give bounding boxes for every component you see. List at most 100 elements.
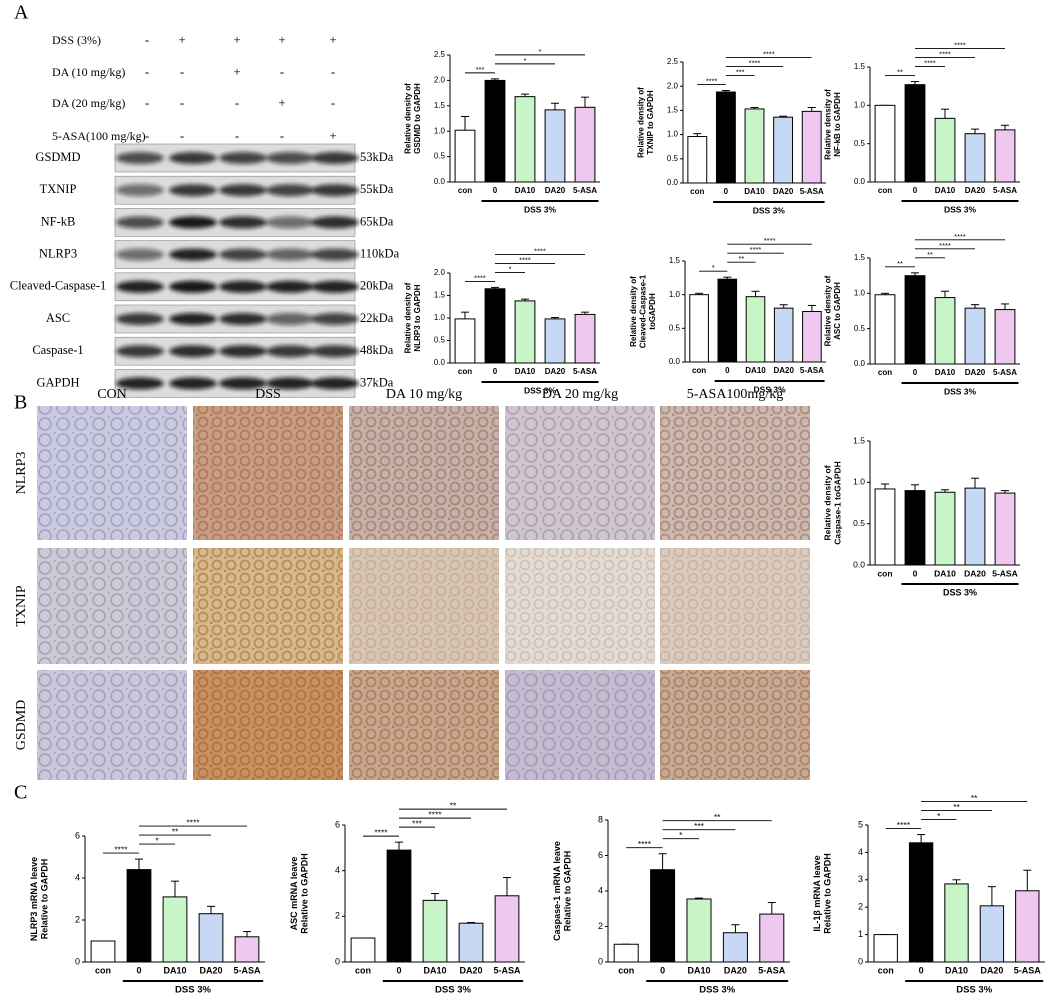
bar xyxy=(964,133,986,183)
significance-label: *** xyxy=(736,68,745,77)
blot-band xyxy=(116,216,164,229)
bar xyxy=(544,109,566,183)
significance-label: **** xyxy=(764,236,776,245)
significance-label: ** xyxy=(897,259,903,268)
y-tick-label: 1.0 xyxy=(434,126,446,135)
protein-size: 53kDa xyxy=(360,150,394,164)
significance-label: ** xyxy=(927,250,933,259)
ihc-column-label: DA 20 mg/kg xyxy=(542,387,618,402)
blot-band xyxy=(311,248,359,261)
group-label: DSS 3% xyxy=(944,386,977,396)
y-tick-label: 0 xyxy=(858,956,863,966)
protein-size: 20kDa xyxy=(360,279,394,293)
protein-size: 22kDa xyxy=(360,311,394,325)
y-tick-label: 0 xyxy=(75,956,80,966)
blot-band xyxy=(219,152,267,164)
y-tick-label: 0.0 xyxy=(854,177,866,186)
x-tick-label: DA10 xyxy=(935,186,956,195)
bar xyxy=(234,936,260,963)
y-axis-label: Relative density of xyxy=(824,275,833,346)
protein-label: ASC xyxy=(46,311,70,325)
x-tick-label: DA10 xyxy=(745,366,766,375)
ihc-texture xyxy=(660,548,810,664)
treatment-sign: + xyxy=(329,32,336,47)
y-tick-label: 1 xyxy=(858,929,863,939)
protein-label: TXNIP xyxy=(40,182,77,196)
bar xyxy=(773,116,794,184)
x-tick-label: con xyxy=(692,366,706,375)
bar xyxy=(934,297,956,365)
x-tick-label: con xyxy=(878,965,894,975)
ihc-texture xyxy=(37,548,187,664)
bar xyxy=(613,943,639,963)
group-label: DSS 3% xyxy=(699,985,735,996)
bar xyxy=(964,487,986,566)
treatment-sign: - xyxy=(145,95,149,110)
ihc-column-label: DSS xyxy=(255,387,281,402)
y-tick-label: 0.5 xyxy=(854,139,866,148)
ihc-row-label: NLRP3 xyxy=(14,452,29,495)
bar xyxy=(514,300,536,364)
bar-chart: 0.0 0.5 1.0 1.5 2.0 con 0 DA10 DA20 5-ASA DSS 3% Re… xyxy=(404,246,600,395)
x-tick-label: DA20 xyxy=(965,368,986,377)
x-tick-label: DA20 xyxy=(964,568,986,578)
y-tick-label: 1.0 xyxy=(434,313,446,322)
bar xyxy=(904,84,926,183)
x-tick-label: DA20 xyxy=(199,965,222,975)
x-tick-label: DA10 xyxy=(423,965,446,975)
bar xyxy=(715,91,736,184)
ihc-texture xyxy=(37,670,187,780)
y-tick-label: 0.0 xyxy=(434,177,446,186)
x-tick-label: DA20 xyxy=(545,186,566,195)
y-tick-label: 6 xyxy=(75,830,80,840)
significance-label: ** xyxy=(714,812,721,822)
blot-band xyxy=(169,184,217,197)
treatment-sign: + xyxy=(278,95,285,110)
ihc-texture xyxy=(349,406,499,540)
y-tick-label: 0.0 xyxy=(853,559,865,569)
ihc-row-label: TXNIP xyxy=(14,585,29,626)
blot-band xyxy=(169,280,217,293)
y-axis-label: Relative to GAPDH xyxy=(562,851,572,932)
blot-band xyxy=(169,345,217,358)
significance-label: * xyxy=(524,56,527,65)
y-tick-label: 1.5 xyxy=(669,256,681,265)
protein-label: GAPDH xyxy=(36,375,79,389)
x-tick-label: 0 xyxy=(724,187,729,196)
bar xyxy=(873,934,898,963)
y-axis-label: Relative to GAPDH xyxy=(299,853,309,934)
y-axis-label: Caspase-1 toGAPDH xyxy=(832,461,842,545)
protein-label: NF-kB xyxy=(41,214,76,228)
x-tick-label: 5-ASA xyxy=(573,367,597,376)
y-tick-label: 0.0 xyxy=(667,178,679,187)
bar-chart: 0 2 4 6 8 con 0 DA10 DA20 5-ASA DSS 3% Caspase-1 mR… xyxy=(552,812,790,996)
y-tick-label: 0.5 xyxy=(854,324,866,333)
blot-band xyxy=(219,184,267,197)
y-axis-label: Cleaved-Caspase-1 xyxy=(639,274,648,348)
blot-band xyxy=(116,345,164,358)
y-tick-label: 4 xyxy=(335,865,340,875)
bar xyxy=(484,79,506,183)
bar xyxy=(458,922,484,963)
blot-band xyxy=(311,152,359,164)
protein-size: 48kDa xyxy=(360,343,394,357)
y-tick-label: 1.0 xyxy=(853,477,865,487)
ihc-texture xyxy=(349,670,499,780)
bar xyxy=(686,898,712,963)
bar xyxy=(904,490,926,566)
group-label: DSS 3% xyxy=(524,204,557,214)
x-tick-label: 5-ASA xyxy=(800,187,824,196)
protein-label: Caspase-1 xyxy=(32,343,83,357)
y-tick-label: 0.5 xyxy=(434,336,446,345)
y-axis-label: TXNIP to GAPDH xyxy=(646,90,655,155)
protein-label: NLRP3 xyxy=(39,246,77,260)
bar xyxy=(773,307,794,363)
significance-label: ** xyxy=(897,68,903,77)
bar-chart: 0.0 0.5 1.0 1.5 con 0 DA10 DA20 5-ASA DSS 3% Relat… xyxy=(822,435,1020,597)
bar xyxy=(90,940,116,963)
treatment-sign: - xyxy=(145,64,149,79)
y-tick-label: 6 xyxy=(598,850,603,860)
y-tick-label: 6 xyxy=(335,819,340,829)
bar-chart: 0.0 0.5 1.0 1.5 2.0 2.5 con 0 DA10 DA20 5-ASA DSS 3… xyxy=(637,50,826,215)
significance-label: **** xyxy=(939,241,951,250)
